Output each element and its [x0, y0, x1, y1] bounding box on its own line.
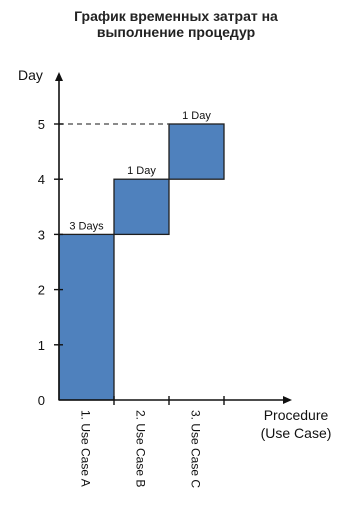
- bar-label-3: 1 Day: [182, 110, 211, 122]
- y-tick-label-1: 1: [38, 338, 45, 353]
- bar-label-1: 3 Days: [69, 220, 104, 232]
- y-tick-label-3: 3: [38, 227, 45, 242]
- y-tick-label-2: 2: [38, 283, 45, 298]
- chart-title-line-1: График временных затрат на: [74, 8, 278, 24]
- y-axis-arrow: [55, 72, 63, 81]
- x-tick-label-1: 1. Use Case A: [79, 410, 93, 487]
- y-tick-label-0: 0: [38, 393, 45, 408]
- bar-label-2: 1 Day: [127, 165, 156, 177]
- bar-2: [113, 178, 170, 236]
- chart-title: График временных затрат на выполнение пр…: [0, 8, 352, 40]
- x-tick-label-2: 2. Use Case B: [134, 410, 148, 487]
- x-tick-label-3: 3. Use Case C: [189, 410, 203, 488]
- y-axis-label: Day: [18, 67, 43, 83]
- x-axis-label-line-1: Procedure: [264, 407, 329, 423]
- bar-1: [58, 233, 115, 401]
- y-tick-label-5: 5: [38, 117, 45, 132]
- x-axis-label-line-2: (Use Case): [261, 425, 332, 441]
- y-tick-label-4: 4: [38, 172, 45, 187]
- chart-title-line-2: выполнение процедур: [96, 24, 256, 40]
- bar-3: [168, 123, 225, 180]
- x-axis-arrow: [283, 396, 292, 404]
